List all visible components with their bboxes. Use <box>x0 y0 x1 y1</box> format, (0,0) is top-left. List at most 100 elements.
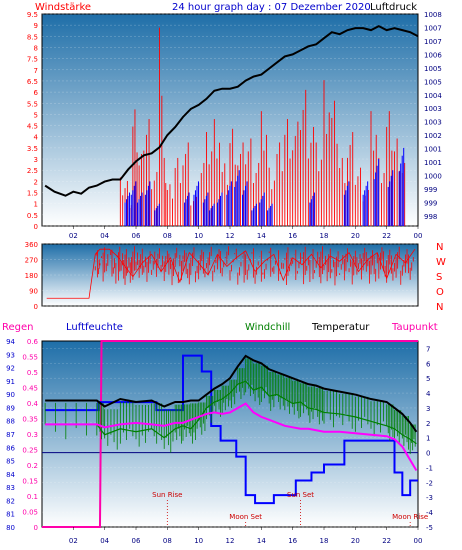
temperature-tick-label: 6 <box>426 360 431 368</box>
pressure-tick-label: 1004 <box>424 92 442 100</box>
x-tick-label-top: 12 <box>226 232 235 240</box>
wind-tick-label: 7.5 <box>27 56 38 64</box>
pressure-tick-label: 1005 <box>424 78 442 86</box>
astro-annotation: Sun Rise <box>152 491 182 499</box>
pressure-tick-label: 999 <box>424 186 437 194</box>
rain-tick-label: 0.6 <box>27 338 39 346</box>
rain-tick-label: 0.55 <box>22 354 38 362</box>
wind-tick-label: 2 <box>34 178 38 186</box>
humidity-tick-label: 94 <box>6 338 15 346</box>
humidity-tick-label: 84 <box>6 471 15 479</box>
pressure-tick-label: 1008 <box>424 11 442 19</box>
x-tick-label-top: 00 <box>414 232 423 240</box>
rain-tick-label: 0.4 <box>27 400 39 408</box>
wind-tick-label: 9 <box>34 22 38 30</box>
temperature-tick-label: -5 <box>426 524 433 532</box>
x-tick-label-top: 10 <box>194 232 203 240</box>
pressure-tick-label: 1001 <box>424 159 442 167</box>
wind-tick-label: 4.5 <box>27 123 38 131</box>
direction-tick-label: 180 <box>25 272 38 280</box>
temperature-tick-label: 5 <box>426 375 430 383</box>
astro-annotation: Moon Set <box>229 513 262 521</box>
astro-annotation: Sun Set <box>287 491 314 499</box>
wind-tick-label: 0.5 <box>27 212 38 220</box>
pressure-tick-label: 1002 <box>424 132 442 140</box>
x-tick-label-bottom: 06 <box>132 537 141 545</box>
pressure-tick-label: 1007 <box>424 24 442 32</box>
rain-tick-label: 0.1 <box>27 493 38 501</box>
temperature-tick-label: 3 <box>426 405 430 413</box>
x-tick-label-top: 06 <box>132 232 141 240</box>
pressure-title: Luftdruck <box>370 2 417 13</box>
direction-tick-label: 0 <box>34 303 38 311</box>
rain-line <box>42 340 418 528</box>
temperature-tick-label: 0 <box>426 450 430 458</box>
wind-tick-label: 8 <box>34 44 38 52</box>
wind-tick-label: 7 <box>34 67 38 75</box>
legend-regen: Regen <box>2 322 34 333</box>
temperature-tick-label: -4 <box>426 509 434 517</box>
wind-tick-label: 5 <box>34 111 38 119</box>
compass-label: N <box>436 242 443 253</box>
humidity-tick-label: 80 <box>6 524 15 532</box>
wind-tick-label: 8.5 <box>27 33 38 41</box>
chart-title: 24 hour graph day : 07 Dezember 2020 <box>172 2 371 13</box>
x-tick-label-bottom: 10 <box>194 537 203 545</box>
rain-tick-label: 0.45 <box>22 385 38 393</box>
legend-windchill: Windchill <box>245 322 290 333</box>
pressure-tick-label: 1001 <box>424 146 442 154</box>
x-tick-label-bottom: 02 <box>69 537 78 545</box>
humidity-line <box>45 354 418 505</box>
x-tick-label-bottom: 12 <box>226 537 235 545</box>
temperature-line <box>45 354 418 433</box>
direction-tick-label: 360 <box>25 241 38 249</box>
wind-tick-label: 6.5 <box>27 78 38 86</box>
temperature-tick-label: -1 <box>426 464 433 472</box>
rain-tick-label: 0.15 <box>22 478 38 486</box>
pressure-tick-label: 1007 <box>424 38 442 46</box>
humidity-tick-label: 82 <box>6 497 15 505</box>
rain-tick-label: 0.05 <box>22 509 38 517</box>
temperature-tick-label: 7 <box>426 345 430 353</box>
legend-temperatur: Temperatur <box>311 322 370 333</box>
wind-tick-label: 1.5 <box>27 190 38 198</box>
rain-tick-label: 0.5 <box>27 369 38 377</box>
rain-tick-label: 0 <box>34 524 38 532</box>
rain-tick-label: 0.2 <box>27 462 38 470</box>
x-tick-label-bottom: 22 <box>382 537 391 545</box>
wind-tick-label: 3 <box>34 156 38 164</box>
x-tick-label-bottom: 04 <box>100 537 109 545</box>
direction-tick-label: 270 <box>25 257 38 265</box>
x-tick-label-bottom: 20 <box>351 537 360 545</box>
pressure-tick-label: 998 <box>424 213 437 221</box>
humidity-tick-label: 88 <box>6 418 15 426</box>
wind-tick-label: 6 <box>34 89 39 97</box>
x-tick-label-bottom: 16 <box>288 537 297 545</box>
rain-tick-label: 0.25 <box>22 447 38 455</box>
x-tick-label-top: 20 <box>351 232 360 240</box>
x-tick-label-bottom: 14 <box>257 537 266 545</box>
humidity-tick-label: 90 <box>6 391 15 399</box>
wind-tick-label: 9.5 <box>27 11 38 19</box>
astro-annotation: Moon Rise <box>392 513 428 521</box>
pressure-tick-label: 1003 <box>424 119 442 127</box>
humidity-tick-label: 93 <box>6 351 15 359</box>
pressure-tick-label: 1006 <box>424 51 442 59</box>
wind-tick-label: 4 <box>34 134 39 142</box>
legend-luftfeuchte: Luftfeuchte <box>66 322 123 333</box>
humidity-tick-label: 83 <box>6 484 15 492</box>
temperature-tick-label: 4 <box>426 390 431 398</box>
rain-tick-label: 0.3 <box>27 431 38 439</box>
wind-tick-label: 2.5 <box>27 167 38 175</box>
humidity-tick-label: 85 <box>6 458 15 466</box>
x-tick-label-top: 14 <box>257 232 266 240</box>
x-tick-label-bottom: 00 <box>414 537 423 545</box>
temperature-tick-label: 1 <box>426 435 430 443</box>
pressure-tick-label: 999 <box>424 199 437 207</box>
legend-taupunkt: Taupunkt <box>391 322 438 333</box>
humidity-tick-label: 87 <box>6 431 15 439</box>
x-tick-label-top: 16 <box>288 232 297 240</box>
x-tick-label-bottom: 08 <box>163 537 172 545</box>
